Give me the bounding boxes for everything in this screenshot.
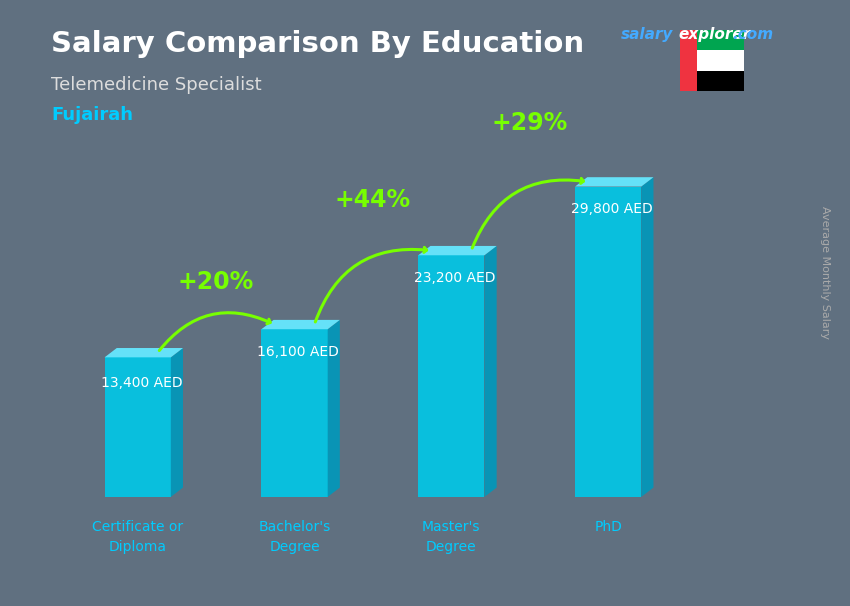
Text: explorer: explorer [678,27,751,42]
Text: Salary Comparison By Education: Salary Comparison By Education [51,30,584,58]
Text: +44%: +44% [335,188,411,212]
Text: 29,800 AED: 29,800 AED [571,202,653,216]
Text: 23,200 AED: 23,200 AED [414,271,496,285]
Polygon shape [575,177,654,187]
Text: 13,400 AED: 13,400 AED [100,376,182,390]
Polygon shape [575,187,641,497]
Text: Master's
Degree: Master's Degree [422,520,480,554]
Text: +20%: +20% [178,270,254,295]
Polygon shape [418,255,484,497]
Polygon shape [484,246,496,497]
Polygon shape [418,246,496,255]
Polygon shape [327,320,340,497]
Text: Certificate or
Diploma: Certificate or Diploma [92,520,184,554]
Text: Fujairah: Fujairah [51,106,133,124]
Text: salary: salary [620,27,673,42]
Bar [680,30,744,51]
Polygon shape [262,320,340,329]
Text: +29%: +29% [491,111,568,135]
Bar [680,30,697,91]
Text: .com: .com [733,27,774,42]
FancyArrowPatch shape [315,247,427,322]
Polygon shape [105,348,183,358]
Text: 16,100 AED: 16,100 AED [258,345,339,359]
Polygon shape [641,177,654,497]
Polygon shape [171,348,183,497]
Text: PhD: PhD [594,520,622,534]
Bar [680,50,744,71]
Text: Average Monthly Salary: Average Monthly Salary [820,206,830,339]
FancyArrowPatch shape [473,178,583,248]
Polygon shape [105,358,171,497]
FancyArrowPatch shape [159,313,270,350]
Text: Bachelor's
Degree: Bachelor's Degree [258,520,331,554]
Polygon shape [262,329,327,497]
Bar [680,71,744,91]
Text: Telemedicine Specialist: Telemedicine Specialist [51,76,262,94]
